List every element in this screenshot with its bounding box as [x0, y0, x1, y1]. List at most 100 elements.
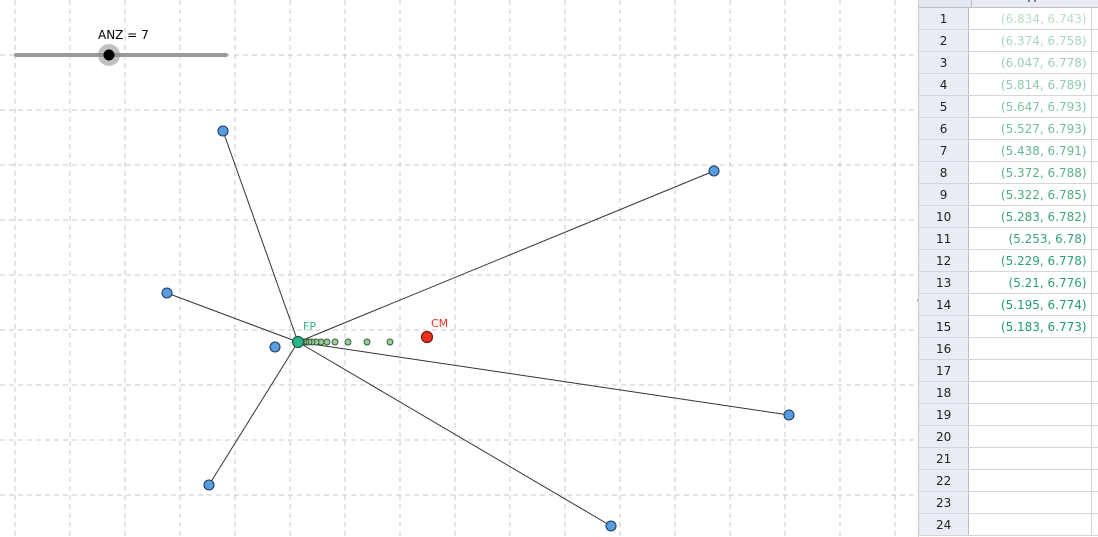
- cell-b[interactable]: [1091, 491, 1098, 514]
- cell-a[interactable]: (5.283, 6.782): [968, 205, 1092, 228]
- row-header[interactable]: 15: [919, 315, 970, 338]
- vertex-point[interactable]: [605, 520, 617, 532]
- cell-a[interactable]: [968, 513, 1092, 536]
- cell-b[interactable]: [1091, 161, 1098, 184]
- cell-a[interactable]: (5.527, 6.793): [968, 117, 1092, 140]
- vertex-point[interactable]: [203, 479, 215, 491]
- cell-a[interactable]: (5.253, 6.78): [968, 227, 1092, 250]
- cell-a[interactable]: (5.322, 6.785): [968, 183, 1092, 206]
- cell-b[interactable]: [1091, 425, 1098, 448]
- cell-a[interactable]: (5.438, 6.791): [968, 139, 1092, 162]
- cell-a[interactable]: [968, 469, 1092, 492]
- row-header[interactable]: 3: [919, 51, 970, 74]
- graphics-view[interactable]: ANZ = 7 FP CM: [0, 0, 918, 537]
- vertex-point[interactable]: [708, 165, 720, 177]
- cell-b[interactable]: [1091, 205, 1098, 228]
- cell-b[interactable]: [1091, 73, 1098, 96]
- cell-a[interactable]: (5.229, 6.778): [968, 249, 1092, 272]
- cell-a[interactable]: (5.21, 6.776): [968, 271, 1092, 294]
- segment[interactable]: [166, 292, 299, 343]
- cell-b[interactable]: [1091, 51, 1098, 74]
- cell-a[interactable]: [968, 447, 1092, 470]
- cell-a[interactable]: (5.647, 6.793): [968, 95, 1092, 118]
- sheet-row: 9 (5.322, 6.785): [919, 183, 1098, 206]
- cell-b[interactable]: [1091, 337, 1098, 360]
- segment[interactable]: [208, 341, 299, 486]
- cell-a[interactable]: (6.047, 6.778): [968, 51, 1092, 74]
- cell-a[interactable]: (5.814, 6.789): [968, 73, 1092, 96]
- cell-a[interactable]: (5.183, 6.773): [968, 315, 1092, 338]
- point-cm[interactable]: CM: [420, 317, 449, 344]
- cell-b[interactable]: [1091, 403, 1098, 426]
- cell-b[interactable]: [1091, 249, 1098, 272]
- row-header[interactable]: 21: [919, 447, 970, 470]
- graphics-canvas[interactable]: ANZ = 7 FP CM: [0, 0, 918, 537]
- sheet-row: 15 (5.183, 6.773): [919, 315, 1098, 338]
- row-header[interactable]: 22: [919, 469, 970, 492]
- segment[interactable]: [297, 170, 715, 343]
- row-header[interactable]: 19: [919, 403, 970, 426]
- fp-point[interactable]: [291, 335, 305, 349]
- row-header[interactable]: 1: [919, 8, 970, 30]
- cell-b[interactable]: [1091, 29, 1098, 52]
- row-header[interactable]: 2: [919, 29, 970, 52]
- segment[interactable]: [297, 341, 790, 416]
- row-header[interactable]: 11: [919, 227, 970, 250]
- cell-a[interactable]: [968, 425, 1092, 448]
- cell-a[interactable]: (6.374, 6.758): [968, 29, 1092, 52]
- cell-b[interactable]: [1091, 447, 1098, 470]
- vertex-point[interactable]: [783, 409, 795, 421]
- sheet-corner[interactable]: [919, 0, 972, 7]
- cell-b[interactable]: [1091, 381, 1098, 404]
- vertex-point[interactable]: [217, 125, 229, 137]
- row-header[interactable]: 6: [919, 117, 970, 140]
- cell-b[interactable]: [1091, 469, 1098, 492]
- cell-b[interactable]: [1091, 271, 1098, 294]
- row-header[interactable]: 20: [919, 425, 970, 448]
- cell-b[interactable]: [1091, 293, 1098, 316]
- vertex-point[interactable]: [269, 341, 281, 353]
- row-header[interactable]: 18: [919, 381, 970, 404]
- row-header[interactable]: 14: [919, 293, 970, 316]
- cell-a[interactable]: (5.372, 6.788): [968, 161, 1092, 184]
- cell-b[interactable]: [1091, 359, 1098, 382]
- row-header[interactable]: 5: [919, 95, 970, 118]
- cell-a[interactable]: (6.834, 6.743): [968, 8, 1092, 30]
- cm-point[interactable]: [420, 330, 434, 344]
- cell-b[interactable]: [1091, 139, 1098, 162]
- column-header-a[interactable]: A: [972, 0, 1092, 5]
- cell-a[interactable]: [968, 359, 1092, 382]
- cell-a[interactable]: [968, 337, 1092, 360]
- cell-a[interactable]: [968, 381, 1092, 404]
- cell-a[interactable]: [968, 491, 1092, 514]
- row-header[interactable]: 4: [919, 73, 970, 96]
- view-divider-handle[interactable]: ‹: [916, 296, 920, 306]
- cell-b[interactable]: [1091, 183, 1098, 206]
- segment[interactable]: [297, 341, 612, 527]
- row-header[interactable]: 8: [919, 161, 970, 184]
- point-fp[interactable]: FP: [291, 320, 317, 349]
- row-header[interactable]: 13: [919, 271, 970, 294]
- vertex-point[interactable]: [161, 287, 173, 299]
- spreadsheet-view[interactable]: A 1(6.834, 6.743)2(6.374, 6.758)3(6.047,…: [918, 0, 1098, 537]
- cell-b[interactable]: [1091, 315, 1098, 338]
- slider-knob[interactable]: [103, 49, 115, 61]
- row-header[interactable]: 7: [919, 139, 970, 162]
- cell-b[interactable]: [1091, 95, 1098, 118]
- cell-a[interactable]: (5.195, 6.774): [968, 293, 1092, 316]
- row-header[interactable]: 10: [919, 205, 970, 228]
- row-header[interactable]: 16: [919, 337, 970, 360]
- cell-b[interactable]: [1091, 8, 1098, 30]
- segment[interactable]: [222, 130, 299, 343]
- cell-b[interactable]: [1091, 513, 1098, 536]
- row-header[interactable]: 17: [919, 359, 970, 382]
- cell-b[interactable]: [1091, 227, 1098, 250]
- spreadsheet-grid[interactable]: 1 (6.834, 6.743) 2 (6.374, 6.758) 3 (6.047, 6…: [919, 8, 1098, 536]
- cell-b[interactable]: [1091, 117, 1098, 140]
- row-header[interactable]: 9: [919, 183, 970, 206]
- cell-a[interactable]: [968, 403, 1092, 426]
- row-header[interactable]: 24: [919, 513, 970, 536]
- row-header[interactable]: 23: [919, 491, 970, 514]
- anz-slider[interactable]: ANZ = 7: [14, 28, 228, 66]
- row-header[interactable]: 12: [919, 249, 970, 272]
